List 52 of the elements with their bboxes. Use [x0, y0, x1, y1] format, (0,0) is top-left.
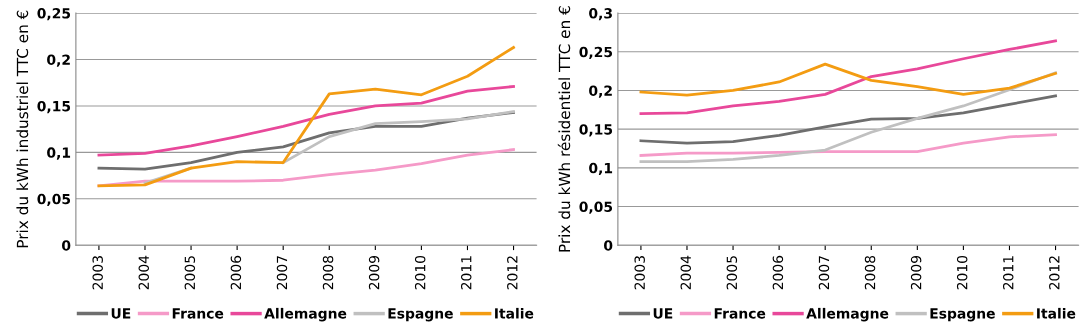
x-tick-label: 2005	[726, 256, 738, 290]
y-tick-label: 0	[62, 240, 71, 251]
legend-label: Italie	[495, 307, 534, 319]
x-tick-label: 2006	[772, 255, 784, 290]
y-tick-label: 0,3	[589, 8, 612, 21]
legend-label: UE	[111, 308, 131, 319]
y-tick-label: 0,05	[579, 201, 613, 214]
x-tick-label: 2007	[276, 256, 288, 290]
y-tick-label: 0,2	[589, 85, 612, 98]
x-tick-label: 2003	[92, 256, 103, 290]
y-tick-label: 0,1	[47, 147, 71, 160]
x-tick-label: 2003	[634, 256, 645, 290]
x-tick-label: 2011	[1003, 256, 1014, 290]
legend-label: Espagne	[930, 308, 995, 322]
x-tick-label: 2007	[818, 256, 830, 290]
line-series	[639, 62, 1057, 97]
y-tick-label: 0,25	[37, 8, 71, 21]
x-tick-label: 2009	[910, 255, 922, 290]
x-tick-label: 2005	[184, 256, 196, 290]
x-tick-label: 2010	[956, 255, 968, 290]
legend-label: Allemagne	[264, 307, 347, 322]
x-tick-label: 2008	[322, 255, 334, 290]
y-tick-label: 0	[604, 240, 613, 251]
x-tick-label: 2004	[680, 255, 692, 290]
x-tick-label: 2006	[230, 255, 242, 290]
legend-label: France	[172, 308, 224, 319]
line-series	[97, 46, 515, 188]
line-series	[639, 39, 1057, 116]
y-tick-label: 0,25	[579, 46, 613, 60]
x-tick-label: 2008	[864, 255, 876, 290]
y-tick-label: 0,15	[579, 124, 613, 137]
line-series	[97, 148, 515, 188]
y-tick-label: 0,15	[37, 100, 71, 114]
legend-label: Allemagne	[806, 307, 889, 322]
legend-label: Espagne	[388, 308, 453, 322]
legend-label: France	[714, 308, 766, 319]
legend-label: UE	[653, 308, 673, 319]
x-tick-label: 2012	[507, 256, 518, 290]
y-axis-title: Prix du kWh industriel TTC en €	[16, 10, 29, 248]
x-tick-label: 2012	[1049, 256, 1060, 290]
y-tick-label: 0,05	[37, 193, 71, 207]
x-tick-label: 2011	[461, 256, 472, 290]
x-tick-label: 2010	[414, 255, 426, 290]
y-axis-title: Prix du kWh résidentiel TTC en €	[557, 6, 571, 252]
line-series	[639, 133, 1057, 157]
x-tick-label: 2009	[368, 255, 380, 290]
line-series	[97, 85, 515, 157]
legend-label: Italie	[1037, 307, 1076, 319]
y-tick-label: 0,1	[589, 162, 613, 176]
line-series	[639, 94, 1057, 145]
x-tick-label: 2004	[138, 255, 150, 290]
y-tick-label: 0,2	[47, 54, 70, 67]
